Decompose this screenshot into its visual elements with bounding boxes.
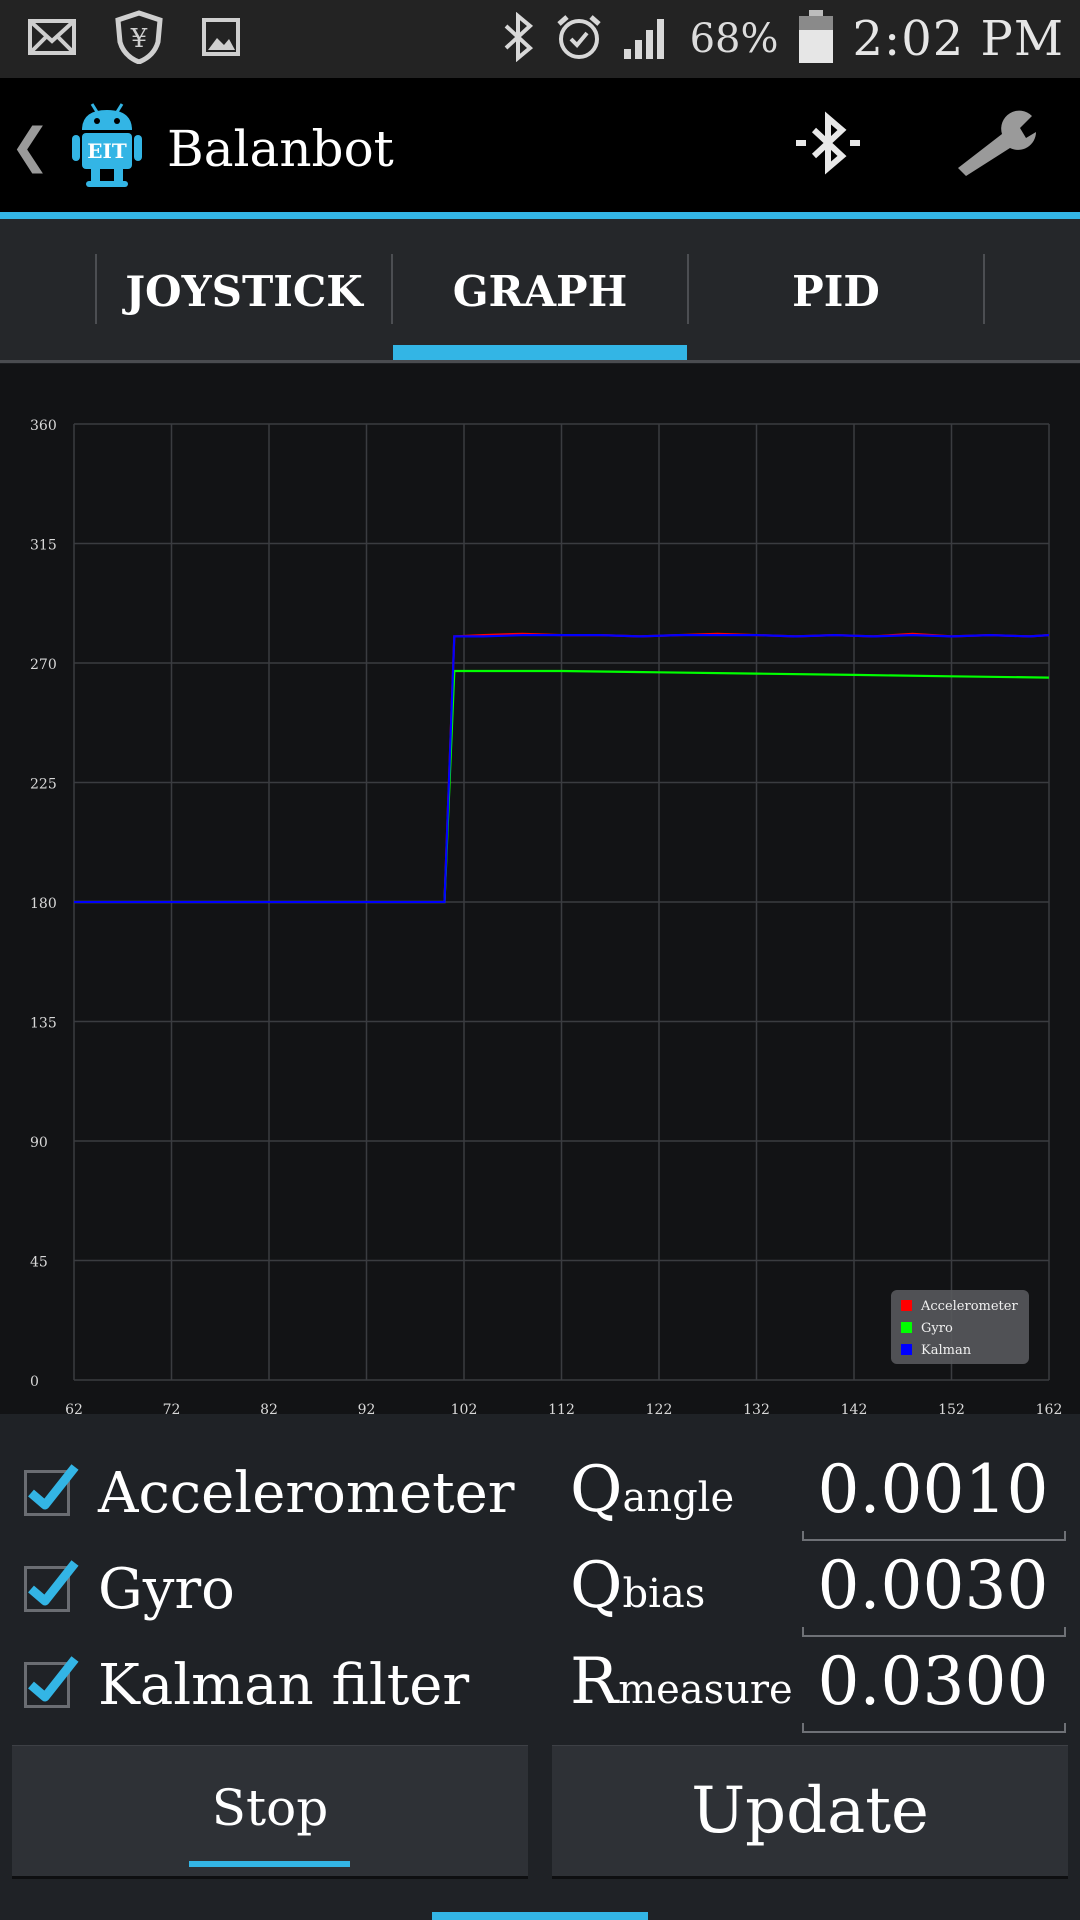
stop-button-accent — [189, 1861, 350, 1867]
param-subscript: bias — [622, 1571, 706, 1617]
update-button[interactable]: Update — [552, 1745, 1068, 1876]
checkbox-box[interactable] — [24, 1560, 79, 1612]
action-bar-divider — [0, 212, 1080, 219]
checkbox-kalman-filter[interactable]: Kalman filter — [24, 1650, 469, 1720]
system-icons: 68% 2:02 PM — [502, 8, 1064, 70]
param-main-letter: Q — [570, 1549, 623, 1623]
bluetooth-icon[interactable] — [790, 106, 866, 186]
status-bar: ¥ 68% 2:02 PM — [0, 0, 1080, 78]
check-icon — [28, 1656, 79, 1702]
legend-label: Kalman — [921, 1343, 972, 1358]
android-eit-logo: EIT — [72, 100, 142, 196]
q-angle-label: Qangle — [570, 1453, 734, 1533]
line-chart: 0 45 90 135 180 225 270 315 360 62 72 82 92 102 112 122… — [30, 418, 1063, 1418]
y-tick-label: 180 — [30, 896, 57, 912]
input-underline — [802, 1723, 1066, 1733]
input-underline — [802, 1627, 1066, 1637]
tab-divider — [687, 254, 689, 324]
stop-button[interactable]: Stop — [12, 1745, 528, 1876]
checkbox-box[interactable] — [24, 1656, 79, 1708]
battery-icon — [797, 9, 835, 69]
legend-label: Gyro — [921, 1321, 953, 1336]
tab-bar-underline — [0, 360, 1080, 363]
legend-label: Accelerometer — [920, 1299, 1018, 1314]
y-tick-label: 225 — [30, 777, 57, 793]
signal-icon — [622, 13, 672, 65]
x-tick-label: 102 — [451, 1402, 478, 1414]
page-indicator — [432, 1912, 648, 1920]
tab-divider — [391, 254, 393, 324]
legend-swatch — [901, 1322, 912, 1333]
tab-pid[interactable]: PID — [792, 267, 880, 316]
y-tick-label: 90 — [30, 1135, 48, 1151]
y-tick-label: 270 — [30, 657, 57, 673]
checkbox-accelerometer[interactable]: Accelerometer — [24, 1458, 515, 1528]
image-icon — [202, 18, 240, 60]
checkbox-gyro[interactable]: Gyro — [24, 1554, 235, 1624]
y-tick-label: 135 — [30, 1016, 57, 1032]
shield-currency-icon: ¥ — [114, 10, 164, 68]
q-bias-label: Qbias — [570, 1549, 705, 1629]
tab-divider — [95, 254, 97, 324]
wrench-settings-icon[interactable] — [950, 108, 1040, 182]
x-tick-label: 132 — [743, 1402, 770, 1414]
alarm-icon — [554, 12, 604, 66]
selected-tab-indicator — [393, 345, 687, 361]
x-tick-label: 62 — [65, 1402, 83, 1414]
legend-swatch — [901, 1300, 912, 1311]
check-icon — [28, 1560, 79, 1606]
check-icon — [28, 1464, 79, 1510]
x-tick-label: 82 — [260, 1402, 278, 1414]
q-angle-input[interactable]: 0.0010 — [817, 1451, 1049, 1528]
q-bias-input[interactable]: 0.0030 — [817, 1547, 1049, 1624]
clock: 2:02 PM — [852, 11, 1064, 67]
tab-divider — [983, 254, 985, 324]
x-tick-label: 152 — [938, 1402, 965, 1414]
r-measure-label: Rmeasure — [570, 1645, 793, 1725]
checkbox-label: Accelerometer — [98, 1460, 515, 1526]
angle-graph: 0 45 90 135 180 225 270 315 360 62 72 82 92 102 112 122… — [0, 364, 1080, 1418]
legend-box — [891, 1290, 1029, 1364]
y-tick-label: 45 — [30, 1255, 48, 1271]
x-tick-label: 122 — [646, 1402, 673, 1414]
tab-joystick[interactable]: JOYSTICK — [125, 267, 363, 316]
action-bar: ❮ EIT Balanbot — [0, 78, 1080, 212]
x-tick-label: 162 — [1036, 1402, 1063, 1414]
back-chevron-icon[interactable]: ❮ — [10, 118, 51, 174]
app-title: Balanbot — [167, 120, 394, 178]
param-subscript: angle — [622, 1475, 735, 1521]
logo-text: EIT — [87, 139, 127, 163]
r-measure-input[interactable]: 0.0300 — [817, 1643, 1049, 1720]
bluetooth-icon — [502, 11, 536, 66]
x-tick-label: 112 — [548, 1402, 575, 1414]
y-tick-label: 0 — [30, 1374, 39, 1390]
x-tick-label: 72 — [163, 1402, 181, 1414]
x-tick-label: 142 — [841, 1402, 868, 1414]
input-underline — [802, 1531, 1066, 1541]
checkbox-label: Kalman filter — [98, 1652, 470, 1718]
mail-icon — [28, 19, 76, 59]
battery-percent: 68% — [689, 16, 779, 62]
tab-bar: JOYSTICK GRAPH PID — [0, 219, 1080, 363]
notification-icons: ¥ — [28, 10, 240, 68]
param-main-letter: Q — [570, 1453, 623, 1527]
checkbox-box[interactable] — [24, 1464, 79, 1516]
svg-text:¥: ¥ — [130, 24, 148, 54]
checkbox-label: Gyro — [98, 1556, 235, 1622]
y-tick-label: 315 — [30, 538, 57, 554]
series-line-kalman — [74, 633, 1050, 904]
x-tick-label: 92 — [358, 1402, 376, 1414]
tab-graph[interactable]: GRAPH — [452, 267, 628, 316]
param-main-letter: R — [570, 1645, 619, 1719]
y-tick-label: 360 — [30, 418, 57, 434]
legend-swatch — [901, 1344, 912, 1355]
param-subscript: measure — [618, 1667, 793, 1713]
